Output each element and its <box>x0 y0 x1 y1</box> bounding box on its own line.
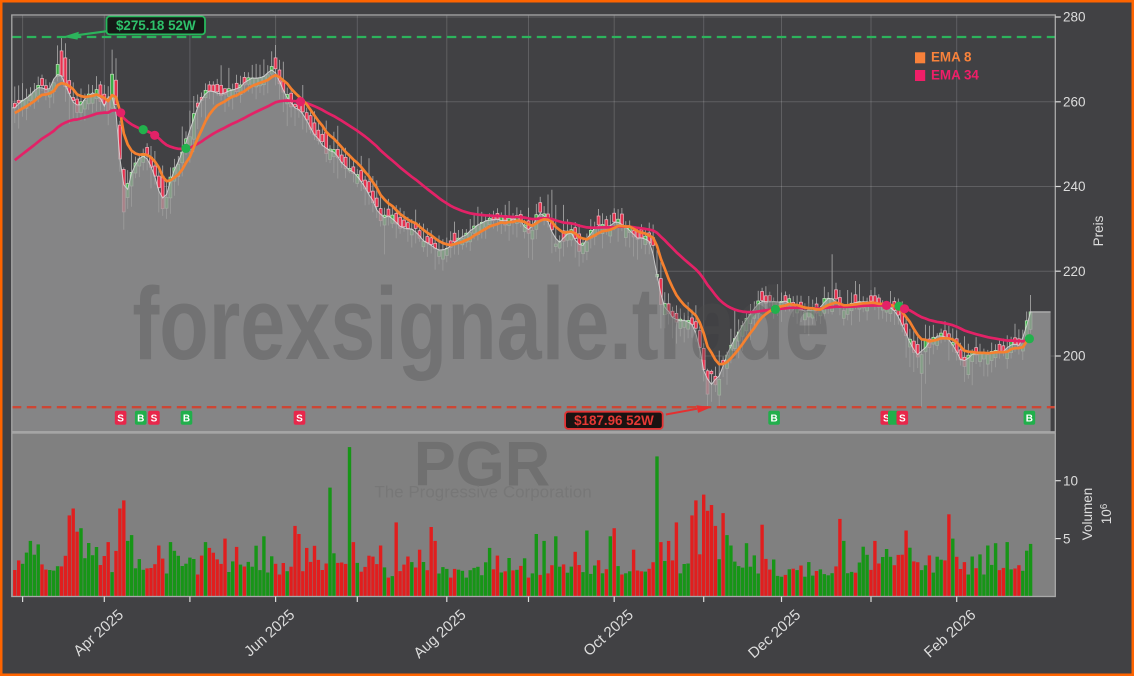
svg-text:The Progressive Corporation: The Progressive Corporation <box>374 483 591 502</box>
svg-text:5: 5 <box>1063 531 1071 546</box>
svg-text:10: 10 <box>1063 473 1078 488</box>
svg-text:B: B <box>183 414 190 425</box>
svg-text:B: B <box>770 414 777 425</box>
svg-text:S: S <box>883 414 890 425</box>
svg-text:200: 200 <box>1063 349 1086 364</box>
svg-text:EMA 34: EMA 34 <box>931 67 979 82</box>
svg-text:280: 280 <box>1063 10 1086 25</box>
svg-text:S: S <box>117 414 124 425</box>
svg-text:S: S <box>296 414 303 425</box>
svg-text:Preis: Preis <box>1091 215 1106 246</box>
svg-text:S: S <box>151 414 158 425</box>
svg-text:S: S <box>899 414 906 425</box>
svg-text:forexsignale.trade: forexsignale.trade <box>132 266 829 382</box>
svg-text:240: 240 <box>1063 179 1086 194</box>
svg-text:PGR: PGR <box>414 430 551 500</box>
svg-text:B: B <box>137 414 144 425</box>
svg-text:260: 260 <box>1063 95 1086 110</box>
svg-text:220: 220 <box>1063 264 1086 279</box>
svg-text:$275.18 52W: $275.18 52W <box>116 18 196 33</box>
svg-text:EMA 8: EMA 8 <box>931 50 972 65</box>
svg-text:B: B <box>1026 414 1033 425</box>
svg-text:Volumen: Volumen <box>1080 488 1095 541</box>
svg-text:$187.96 52W: $187.96 52W <box>574 413 654 428</box>
